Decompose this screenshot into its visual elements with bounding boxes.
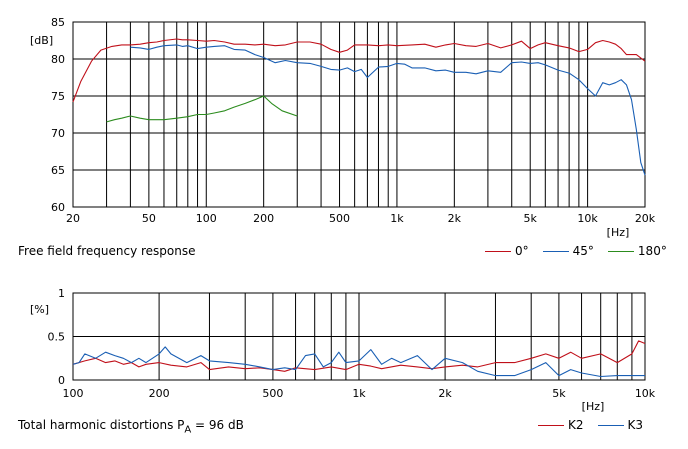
fr-legend: 0° 45° 180° bbox=[485, 244, 667, 258]
thd-y-tick-label: 1 bbox=[58, 287, 65, 300]
thd-legend-swatch bbox=[597, 424, 624, 426]
thd-x-tick-label: 500 bbox=[262, 387, 283, 400]
fr-legend-label: 180° bbox=[637, 244, 667, 258]
thd-title-subscript: A bbox=[184, 424, 192, 436]
thd-x-tick-label: 5k bbox=[552, 387, 566, 400]
thd-title-suffix: = 96 dB bbox=[191, 418, 244, 432]
fr-y-tick-label: 75 bbox=[51, 90, 65, 103]
fr-legend-item: 0° bbox=[485, 244, 529, 258]
thd-y-tick-label: 0 bbox=[58, 374, 65, 387]
fr-y-tick-label: 70 bbox=[51, 127, 65, 140]
fr-legend-label: 0° bbox=[515, 244, 529, 258]
fr-y-tick-label: 60 bbox=[51, 201, 65, 214]
thd-x-tick-label: 200 bbox=[149, 387, 170, 400]
fr-plot-frame bbox=[72, 21, 646, 208]
thd-legend: K2 K3 bbox=[538, 418, 643, 432]
thd-legend-label: K3 bbox=[627, 418, 644, 432]
thd-chart-title: Total harmonic distortions PA = 96 dB bbox=[18, 418, 244, 435]
thd-title-main: Total harmonic distortions P bbox=[18, 418, 185, 432]
thd-x-axis-label: [Hz] bbox=[582, 400, 605, 413]
fr-legend-item: 45° bbox=[542, 244, 594, 258]
fr-x-tick-label: 5k bbox=[524, 212, 538, 225]
fr-legend-swatch bbox=[542, 250, 569, 252]
thd-x-tick-label: 2k bbox=[438, 387, 452, 400]
thd-y-tick-label: 0.5 bbox=[48, 331, 66, 344]
fr-legend-label: 45° bbox=[572, 244, 594, 258]
fr-x-tick-label: 1k bbox=[390, 212, 404, 225]
fr-x-tick-label: 200 bbox=[253, 212, 274, 225]
fr-y-tick-label: 80 bbox=[51, 53, 65, 66]
fr-x-tick-label: 10k bbox=[577, 212, 598, 225]
thd-y-axis-label: [%] bbox=[30, 303, 49, 316]
fr-y-tick-label: 85 bbox=[51, 16, 65, 29]
thd-plot-frame bbox=[72, 292, 646, 381]
fr-y-tick-label: 65 bbox=[51, 164, 65, 177]
thd-legend-swatch bbox=[538, 424, 564, 426]
fr-x-tick-label: 20k bbox=[635, 212, 656, 225]
fr-chart-title: Free field frequency response bbox=[18, 244, 196, 258]
fr-legend-swatch bbox=[607, 250, 634, 252]
thd-x-tick-label: 1k bbox=[352, 387, 366, 400]
fr-x-axis-label: [Hz] bbox=[607, 226, 630, 239]
fr-series-line-3 bbox=[106, 95, 298, 123]
fr-legend-swatch bbox=[485, 250, 511, 252]
thd-series-line-2 bbox=[72, 346, 645, 378]
thd-legend-item: K3 bbox=[597, 418, 644, 432]
thd-x-tick-label: 10k bbox=[635, 387, 656, 400]
thd-x-tick-label: 100 bbox=[63, 387, 84, 400]
fr-x-tick-label: 50 bbox=[142, 212, 156, 225]
thd-legend-label: K2 bbox=[568, 418, 584, 432]
fr-series-line-1 bbox=[72, 38, 646, 103]
fr-legend-item: 180° bbox=[607, 244, 667, 258]
fr-series-line-2 bbox=[130, 44, 646, 176]
fr-x-tick-label: 20 bbox=[66, 212, 80, 225]
fr-y-axis-label: [dB] bbox=[30, 34, 53, 47]
fr-x-tick-label: 500 bbox=[329, 212, 350, 225]
fr-x-tick-label: 2k bbox=[448, 212, 462, 225]
fr-x-tick-label: 100 bbox=[196, 212, 217, 225]
thd-series-line-1 bbox=[72, 340, 646, 372]
thd-legend-item: K2 bbox=[538, 418, 584, 432]
